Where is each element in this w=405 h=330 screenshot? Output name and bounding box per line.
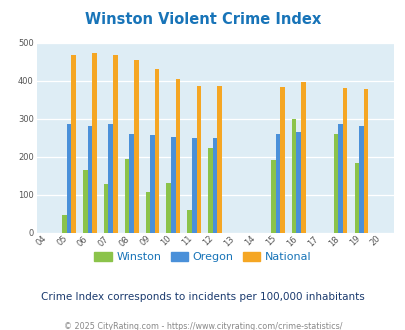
Bar — [187, 210, 192, 233]
Bar — [275, 134, 279, 233]
Bar — [83, 170, 87, 233]
Bar — [113, 55, 117, 233]
Bar — [212, 138, 217, 233]
Bar — [217, 86, 222, 233]
Bar — [175, 79, 180, 233]
Bar — [129, 134, 134, 233]
Legend: Winston, Oregon, National: Winston, Oregon, National — [90, 248, 315, 267]
Bar — [150, 135, 154, 233]
Bar — [87, 126, 92, 233]
Bar — [296, 132, 301, 233]
Bar — [270, 160, 275, 233]
Bar — [66, 124, 71, 233]
Text: Crime Index corresponds to incidents per 100,000 inhabitants: Crime Index corresponds to incidents per… — [41, 292, 364, 302]
Bar — [104, 184, 108, 233]
Bar — [333, 134, 337, 233]
Bar — [71, 55, 76, 233]
Bar — [291, 119, 296, 233]
Bar — [62, 215, 66, 233]
Bar — [358, 126, 363, 233]
Bar — [145, 192, 150, 233]
Bar — [363, 89, 367, 233]
Bar — [108, 124, 113, 233]
Bar — [92, 53, 96, 233]
Bar — [337, 124, 342, 233]
Bar — [124, 159, 129, 233]
Text: © 2025 CityRating.com - https://www.cityrating.com/crime-statistics/: © 2025 CityRating.com - https://www.city… — [64, 322, 341, 330]
Bar — [171, 137, 175, 233]
Bar — [342, 88, 347, 233]
Bar — [192, 138, 196, 233]
Bar — [134, 60, 138, 233]
Bar — [154, 69, 159, 233]
Bar — [166, 182, 171, 233]
Bar — [279, 87, 284, 233]
Text: Winston Violent Crime Index: Winston Violent Crime Index — [85, 12, 320, 26]
Bar — [301, 82, 305, 233]
Bar — [196, 86, 201, 233]
Bar — [354, 163, 358, 233]
Bar — [208, 148, 212, 233]
